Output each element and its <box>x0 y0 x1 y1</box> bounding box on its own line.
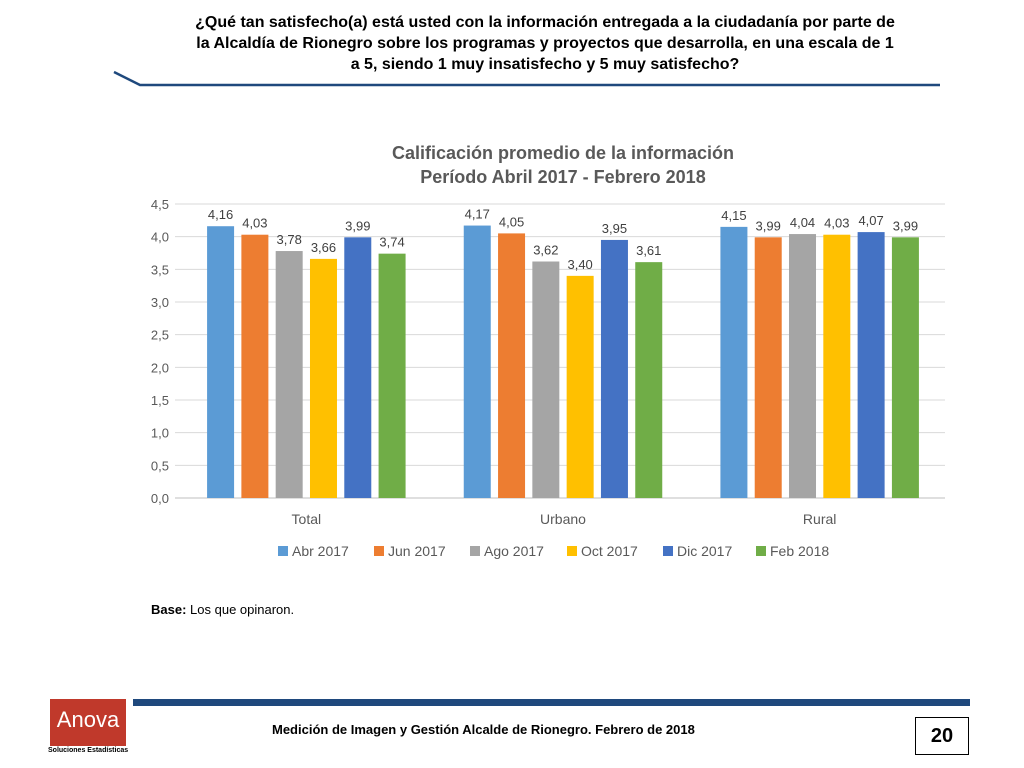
bar-value-label: 3,99 <box>756 218 781 233</box>
question-line-1: ¿Qué tan satisfecho(a) está usted con la… <box>195 14 895 31</box>
bar <box>891 237 919 498</box>
legend-swatch <box>470 546 480 556</box>
y-tick-label: 4,0 <box>151 230 169 245</box>
bar <box>344 237 372 498</box>
legend-swatch <box>567 546 577 556</box>
legend-swatch <box>374 546 384 556</box>
bar-value-label: 3,62 <box>533 242 558 257</box>
bar-value-label: 3,66 <box>311 240 336 255</box>
y-tick-label: 3,0 <box>151 295 169 310</box>
y-tick-label: 4,5 <box>151 197 169 212</box>
anova-logo: Anova Soluciones Estadísticas <box>48 699 128 759</box>
header-rule-line <box>113 70 940 87</box>
y-tick-label: 1,5 <box>151 393 169 408</box>
bar <box>309 258 337 498</box>
page-number: 20 <box>915 717 969 755</box>
bar <box>241 234 269 498</box>
logo-box: Anova <box>50 699 126 746</box>
base-note: Base: Los que opinaron. <box>151 602 294 617</box>
x-tick-label: Total <box>292 511 322 527</box>
legend-label: Ago 2017 <box>484 543 544 559</box>
bar-value-label: 4,03 <box>824 216 849 231</box>
bar-value-label: 3,61 <box>636 243 661 258</box>
x-tick-label: Rural <box>803 511 836 527</box>
legend-label: Feb 2018 <box>770 543 829 559</box>
bar <box>823 234 851 498</box>
bar-value-label: 4,07 <box>858 213 883 228</box>
question-line-3: a 5, siendo 1 muy insatisfecho y 5 muy s… <box>350 56 740 73</box>
base-note-label: Base: <box>151 602 187 617</box>
legend-swatch <box>756 546 766 556</box>
legend-swatch <box>278 546 288 556</box>
chart-title-line-2: Período Abril 2017 - Febrero 2018 <box>420 167 705 187</box>
legend-label: Abr 2017 <box>292 543 349 559</box>
bar-value-label: 4,16 <box>208 207 233 222</box>
legend-label: Dic 2017 <box>677 543 732 559</box>
footer-bar <box>133 699 970 706</box>
bar <box>600 239 628 498</box>
y-tick-label: 0,5 <box>151 458 169 473</box>
bar <box>463 225 491 498</box>
legend-swatch <box>663 546 673 556</box>
bar-value-label: 3,78 <box>277 232 302 247</box>
bar <box>857 232 885 499</box>
x-tick-label: Urbano <box>540 511 586 527</box>
y-tick-label: 2,0 <box>151 360 169 375</box>
legend-label: Jun 2017 <box>388 543 446 559</box>
bar-value-label: 3,99 <box>345 218 370 233</box>
header-rule <box>113 70 940 87</box>
bar <box>532 261 560 498</box>
base-note-text: Los que opinaron. <box>186 602 295 617</box>
logo-subtitle: Soluciones Estadísticas <box>48 747 129 754</box>
bar <box>635 262 663 498</box>
bar <box>720 226 748 498</box>
bar-value-label: 4,03 <box>242 216 267 231</box>
y-tick-label: 2,5 <box>151 328 169 343</box>
bar <box>498 233 526 498</box>
y-tick-label: 0,0 <box>151 491 169 506</box>
bar <box>207 226 235 499</box>
bar <box>754 237 782 498</box>
bar <box>378 253 406 498</box>
footer-text: Medición de Imagen y Gestión Alcalde de … <box>272 722 695 737</box>
bar-value-label: 4,04 <box>790 215 815 230</box>
bar-value-label: 4,15 <box>721 208 746 223</box>
bar <box>566 275 594 498</box>
logo-word: Anova <box>56 707 120 732</box>
y-tick-label: 3,5 <box>151 262 169 277</box>
bar-value-label: 3,95 <box>602 221 627 236</box>
bar-value-label: 4,05 <box>499 214 524 229</box>
bar-value-label: 4,17 <box>465 207 490 222</box>
bar-value-label: 3,99 <box>893 218 918 233</box>
bar <box>275 251 303 498</box>
chart-title-line-1: Calificación promedio de la información <box>392 143 734 163</box>
chart: Calificación promedio de la información P… <box>151 143 945 559</box>
question-heading: ¿Qué tan satisfecho(a) está usted con la… <box>150 12 940 75</box>
bar-value-label: 3,40 <box>567 257 592 272</box>
y-tick-label: 1,0 <box>151 426 169 441</box>
bar <box>789 234 817 498</box>
legend-label: Oct 2017 <box>581 543 638 559</box>
bar-value-label: 3,74 <box>379 235 404 250</box>
question-line-2: la Alcaldía de Rionegro sobre los progra… <box>196 35 894 52</box>
